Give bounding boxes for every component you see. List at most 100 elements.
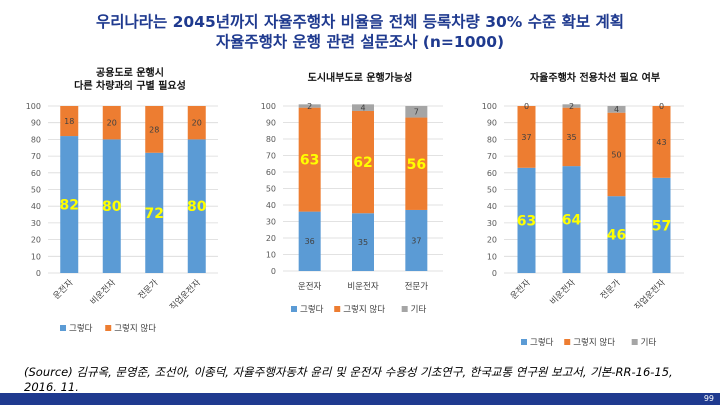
chart-1-y-tick-label: 100 <box>26 102 41 111</box>
chart-3-data-label-1: 57 <box>652 218 671 234</box>
chart-2-bar-1 <box>298 211 321 271</box>
chart-3-bar-2 <box>607 112 626 197</box>
chart-2-bar-2 <box>298 107 321 212</box>
chart-1-bar-1 <box>187 139 206 273</box>
chart-3-legend-swatch-3 <box>631 339 638 345</box>
page-number: 99 <box>703 394 714 403</box>
chart-3-title: 자율주행차 전용차선 필요 여부 <box>485 72 705 85</box>
chart-2-y-tick-label: 10 <box>266 251 276 260</box>
chart-2-legend-swatch-3 <box>401 306 408 312</box>
chart-2-y-tick-label: 30 <box>266 218 276 227</box>
chart-2-bar-2 <box>352 110 374 214</box>
chart-1-x-tick-label: 비운전자 <box>88 277 118 307</box>
chart-3-y-tick-label: 70 <box>487 152 497 161</box>
chart-1-title-line-2: 다른 차량과의 구별 필요성 <box>74 81 186 92</box>
chart-3-bar-1 <box>562 166 581 273</box>
chart-2-bar-1 <box>405 209 428 271</box>
chart-3-data-label-3: 4 <box>614 105 619 114</box>
chart-3-bar-1 <box>607 196 626 273</box>
chart-2-data-label-3: 2 <box>307 102 312 111</box>
chart-1-data-label-2: 28 <box>149 125 159 134</box>
chart-2-x-tick-label: 비운전자 <box>347 281 378 292</box>
chart-2-data-label-1: 37 <box>411 236 421 245</box>
chart-1-y-tick-label: 40 <box>31 202 41 211</box>
chart-3-y-tick-label: 80 <box>487 135 497 144</box>
chart-2-legend-swatch-1 <box>291 306 297 312</box>
chart-1-bar-1 <box>102 139 121 273</box>
chart-1-data-label-1: 82 <box>60 198 79 214</box>
chart-1-bar-1 <box>60 136 79 273</box>
chart-2-x-tick-label: 전문가 <box>405 281 429 292</box>
chart-2-title: 도시내부도로 운행가능성 <box>255 72 465 85</box>
chart-1-x-tick-label: 직업운전자 <box>167 277 203 313</box>
chart-3-y-tick-label: 10 <box>487 252 497 261</box>
chart-3-y-tick-label: 20 <box>487 236 497 245</box>
chart-1-data-label-2: 18 <box>64 117 74 126</box>
chart-3-y-tick-label: 0 <box>492 269 497 278</box>
chart-2-legend-label-2: 그렇지 않다 <box>343 304 385 315</box>
chart-1-title: 공용도로 운행시 다른 차량과의 구별 필요성 <box>20 67 240 93</box>
chart-1-x-tick-label: 운전자 <box>51 277 75 301</box>
chart-3-data-label-2: 43 <box>656 138 666 147</box>
chart-3-data-label-3: 2 <box>569 102 574 111</box>
chart-3-legend-swatch-1 <box>521 339 527 345</box>
chart-1-bar-2 <box>145 106 164 153</box>
chart-3-y-tick-label: 50 <box>487 186 497 195</box>
chart-2-data-label-2: 56 <box>407 157 426 173</box>
chart-3-legend-swatch-2 <box>564 339 571 345</box>
chart-3-bar-2 <box>652 106 671 178</box>
chart-2-bar-3 <box>405 106 428 118</box>
chart-3-legend-label-1: 그렇다 <box>530 337 554 348</box>
chart-1-x-tick-label: 전문가 <box>136 277 160 301</box>
chart-3-y-tick-label: 100 <box>482 102 497 111</box>
page-title: 우리나라는 2045년까지 자율주행차 비율을 전체 등록차량 30% 수준 확… <box>95 13 625 31</box>
chart-3-bar-2 <box>562 107 581 167</box>
chart-3-data-label-2: 37 <box>521 133 531 142</box>
chart-3-data-label-3: 0 <box>659 102 664 111</box>
chart-3-x-tick-label: 비운전자 <box>548 277 578 307</box>
chart-1-y-tick-label: 60 <box>31 169 41 178</box>
source-citation: (Source) 김규옥, 문영준, 조선아, 이종덕, 자율주행자동차 윤리 … <box>24 365 673 394</box>
chart-1-data-label-1: 80 <box>187 199 207 215</box>
chart-3-x-tick-label: 운전자 <box>508 277 532 301</box>
chart-2-legend-label-3: 기타 <box>411 305 427 315</box>
chart-1-data-label-2: 20 <box>192 119 202 128</box>
chart-3-y-tick-label: 30 <box>487 219 497 228</box>
chart-2-data-label-2: 63 <box>300 153 319 169</box>
chart-2-data-label-3: 7 <box>414 108 419 117</box>
chart-2-data-label-3: 4 <box>360 104 365 113</box>
chart-1-y-tick-label: 50 <box>31 186 41 195</box>
chart-1-bar-2 <box>187 106 206 140</box>
chart-1-y-tick-label: 10 <box>31 252 41 261</box>
chart-3-x-tick-label: 전문가 <box>598 277 622 301</box>
chart-3-y-tick-label: 90 <box>487 119 497 128</box>
chart-2-data-label-2: 62 <box>353 155 372 171</box>
chart-2-y-tick-label: 90 <box>266 119 276 128</box>
chart-3-x-tick-label: 직업운전자 <box>632 277 668 313</box>
chart-1-y-tick-label: 70 <box>31 152 41 161</box>
chart-3-y-tick-label: 60 <box>487 169 497 178</box>
chart-1-legend-label-2: 그렇지 않다 <box>114 323 156 334</box>
footer-bar <box>0 393 720 405</box>
chart-3-data-label-1: 46 <box>607 228 626 244</box>
chart-2-y-tick-label: 50 <box>266 185 276 194</box>
chart-3-bar-3 <box>562 104 581 108</box>
chart-3-legend-label-3: 기타 <box>641 338 657 348</box>
chart-2-y-tick-label: 60 <box>266 168 276 177</box>
chart-1-data-label-1: 80 <box>102 199 122 215</box>
chart-2-legend-label-1: 그렇다 <box>300 304 324 315</box>
chart-2-data-label-1: 35 <box>358 238 368 247</box>
chart-3-y-tick-label: 40 <box>487 202 497 211</box>
chart-1-y-tick-label: 90 <box>31 119 41 128</box>
chart-2-data-label-1: 36 <box>305 237 315 246</box>
chart-1-y-tick-label: 80 <box>31 135 41 144</box>
chart-3-bar-2 <box>517 106 536 168</box>
chart-3-data-label-1: 64 <box>562 213 582 229</box>
page-subtitle: 자율주행차 운행 관련 설문조사 (n=1000) <box>215 33 505 51</box>
chart-1-bar-2 <box>60 106 79 137</box>
chart-3-title-line-1: 자율주행차 전용차선 필요 여부 <box>529 73 661 84</box>
chart-3-bar-3 <box>607 106 626 113</box>
chart-1-legend-swatch-2 <box>105 325 112 331</box>
chart-1-data-label-2: 20 <box>107 119 117 128</box>
